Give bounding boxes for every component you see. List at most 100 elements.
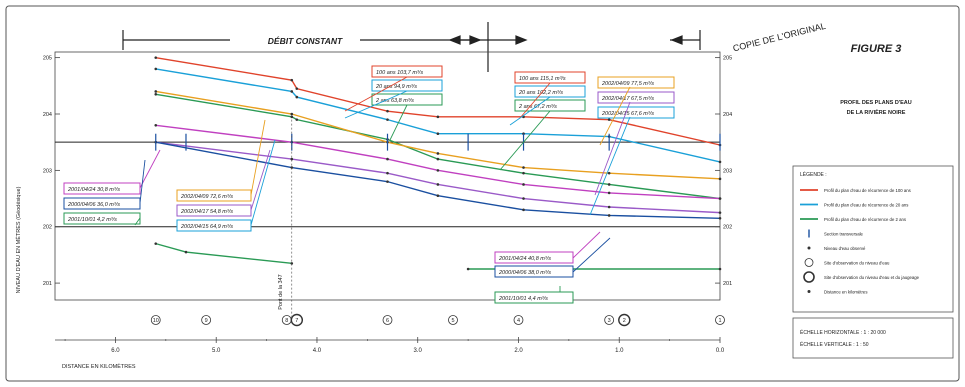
flow-label: 100 ans 115,1 m³/s [519,76,566,82]
data-point [386,171,389,175]
flow-label: 2 ans 63,8 m³/s [375,98,414,104]
legend-label: Site d'observation du niveau d'eau [824,261,890,266]
site-marker-1 [715,315,725,325]
flow-label: 100 ans 103,7 m³/s [376,70,423,76]
data-point [718,216,722,220]
flow-label: 20 ans 102,2 m³/s [518,90,563,96]
flow-box [176,219,252,232]
y-tick-label: 201 [43,281,52,287]
data-point [607,214,611,217]
data-point [607,191,611,195]
axes: 201 201 202 202 203 203 204 204 205 205 6.0 5.0 4.0 3… [43,56,732,354]
site-marker-label: 10 [153,318,159,324]
leader-line [139,159,146,204]
site-marker-label: 3 [608,318,611,324]
data-point [290,262,294,265]
flow-label: 2002/04/17 67,5 m³/s [601,96,654,102]
leader-line [572,237,611,273]
flow-box [176,204,252,217]
data-point [466,267,470,271]
site-marker-label: 7 [295,318,298,324]
y-tick-label: 204 [43,112,52,118]
flow-label: 2000/04/06 36,0 m³/s [67,202,120,208]
site-marker-label: 9 [205,318,208,324]
site-marker-label: 4 [517,318,520,324]
data-point [522,166,525,169]
x-tick-label: 4.0 [313,348,322,354]
scale-box [792,317,954,359]
legend-label: Site d'observation du niveau d'eau et du… [824,275,920,280]
x-axis-label: DISTANCE EN KILOMÈTRES [62,363,136,370]
leader-line [572,231,601,259]
figure-label: FIGURE 3 [851,43,902,55]
data-point [386,109,389,113]
legend-swatch [803,271,815,283]
flow-label: 2002/04/09 77,5 m³/s [601,81,654,87]
flow-label: 2001/04/24 30,8 m³/s [67,187,120,193]
series-line-8 [155,242,292,265]
flow-box [176,189,252,202]
flow-label-boxes: 100 ans 103,7 m³/s 20 ans 94,9 m³/s 2 ans … [63,65,675,304]
leader-line [344,90,408,119]
data-point [290,90,294,93]
data-point [295,87,299,90]
site-marker-label: 6 [386,318,389,324]
x-tick-label: 1.0 [615,348,624,354]
data-point [295,118,299,121]
legend-box [792,165,954,313]
legend-swatch [807,246,811,250]
legend-label: Profil du plan d'eau de récurrence de 20… [824,203,908,208]
legend: Profil du plan d'eau de récurrence de 10… [800,188,920,295]
site-markers: 10 9 8 7 6 5 4 3 2 1 [150,313,725,327]
leader-line [250,149,271,211]
flow-box [597,76,675,89]
flow-label: 2000/04/06 38,0 m³/s [498,270,551,276]
data-point [290,115,294,119]
leader-line [139,149,161,189]
leader-line [250,139,276,226]
site-marker-10 [150,315,161,325]
leader-line [509,96,551,126]
pont-label: Pont de la 347 [278,274,284,309]
legend-title: LÉGENDE : [800,171,827,178]
site-marker-6 [382,315,393,325]
data-point [386,157,389,161]
plot-area [54,51,721,301]
subtitle-line2: DE LA RIVIÈRE NOIRE [847,108,906,116]
data-point [290,78,294,82]
data-point [522,171,525,175]
data-point [718,197,722,200]
y-tick-label: 202 [43,225,52,231]
y-tick-label-right: 204 [723,112,732,118]
site-marker-2 [618,313,631,327]
data-point [386,180,389,183]
debit-arrows [122,22,701,72]
data-point [436,152,440,155]
data-point [154,92,158,96]
flow-label: 20 ans 94,9 m³/s [375,84,417,90]
legend-swatch [804,258,814,267]
data-point [290,157,294,161]
data-point [436,157,440,161]
site-marker-9 [201,315,212,325]
x-tick-label: 0.0 [716,348,725,354]
y-tick-label: 205 [43,56,52,62]
data-point [295,95,299,99]
flow-label: 2001/04/24 40,8 m³/s [498,256,551,262]
flow-label: 2002/04/17 54,8 m³/s [180,209,233,215]
x-tick-label: 3.0 [414,348,423,354]
data-point [154,123,158,127]
data-point [607,183,611,186]
flow-label: 2002/04/15 67,6 m³/s [601,111,654,117]
outer-border [5,5,960,382]
site-marker-7 [290,313,304,327]
site-marker-label: 5 [451,318,454,324]
site-marker-4 [513,315,524,325]
data-point [290,166,294,169]
y-tick-label-right: 201 [723,281,732,287]
data-point [386,118,389,121]
x-tick-label: 2.0 [514,348,523,354]
data-point [436,169,440,172]
